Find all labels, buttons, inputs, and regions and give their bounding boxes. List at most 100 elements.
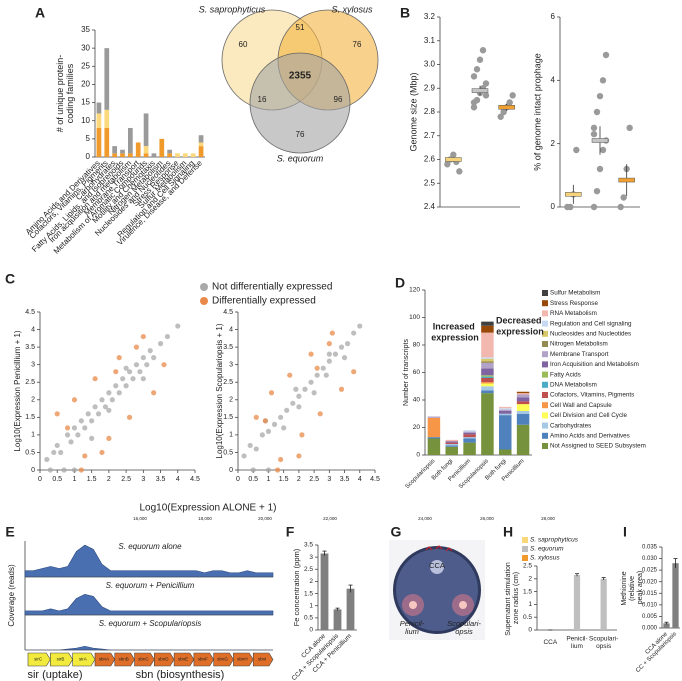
y-tick-label: 4 bbox=[229, 326, 233, 333]
y-tick-label: 0.025 bbox=[642, 568, 658, 574]
point bbox=[68, 439, 74, 445]
point bbox=[71, 425, 78, 431]
plate-label: Scopulari-opsis bbox=[447, 619, 481, 636]
point bbox=[599, 77, 607, 84]
text-line: Increased bbox=[433, 322, 478, 332]
point bbox=[147, 348, 153, 354]
x-tick-label: 4 bbox=[358, 476, 362, 483]
bar bbox=[516, 397, 530, 402]
annotation: Decreased expression bbox=[496, 316, 544, 337]
y-tick-label: 2.7 bbox=[424, 131, 436, 140]
legend-marker bbox=[522, 546, 528, 552]
bar bbox=[516, 391, 530, 394]
point bbox=[133, 362, 140, 368]
point bbox=[296, 453, 302, 459]
y-tick-label: 25 bbox=[81, 61, 90, 70]
bar bbox=[135, 142, 141, 157]
legend-label: Nucleosides and Nucleotides bbox=[550, 330, 631, 337]
legend-marker bbox=[542, 330, 548, 337]
x-tick-label: 2 bbox=[297, 476, 301, 483]
point bbox=[450, 151, 457, 158]
legend-label: S. xylosus bbox=[530, 555, 560, 562]
gene-label: sbnC bbox=[138, 657, 149, 662]
x-tick-label: CC + Scopulariopsis bbox=[635, 631, 678, 674]
x-tick-label: 3 bbox=[327, 476, 331, 483]
legend-marker bbox=[200, 283, 208, 291]
y-axis-label: Supernatant stimulation zone radius (cm) bbox=[505, 560, 520, 636]
coverage-area bbox=[24, 594, 274, 616]
legend-label: Cell Division and Cell Cycle bbox=[550, 412, 627, 419]
point bbox=[338, 386, 345, 392]
y-tick-label: 2 bbox=[309, 578, 313, 585]
text-line: zone radius (cm) bbox=[513, 572, 520, 624]
y-tick-label: 40 bbox=[413, 397, 421, 404]
bar bbox=[120, 153, 125, 157]
text-line: Methionine bbox=[621, 569, 628, 605]
bar bbox=[463, 431, 476, 433]
point bbox=[133, 344, 140, 350]
point bbox=[120, 376, 126, 382]
y-tick-label: 100 bbox=[409, 314, 420, 321]
bar bbox=[516, 413, 530, 425]
y-tick-label: 0.5 bbox=[523, 614, 532, 621]
point bbox=[44, 456, 50, 463]
legend-label: Not differentially expressed bbox=[212, 282, 332, 293]
y-tick-label: 15 bbox=[81, 98, 90, 107]
x-tick-label: 4.5 bbox=[190, 476, 200, 483]
mark bbox=[445, 547, 453, 552]
bar bbox=[481, 390, 494, 394]
bar bbox=[499, 411, 512, 414]
point bbox=[241, 453, 247, 459]
y-tick-label: 3.1 bbox=[424, 36, 436, 45]
y-tick-label: 4 bbox=[551, 75, 556, 84]
bar bbox=[481, 383, 494, 387]
point bbox=[602, 51, 610, 59]
y-axis-label: Number of transcripts bbox=[403, 339, 410, 406]
legend-marker bbox=[542, 320, 548, 327]
y-tick-label: 10 bbox=[81, 116, 90, 125]
bar bbox=[481, 376, 494, 378]
gene-arrow bbox=[193, 652, 215, 667]
bar bbox=[463, 433, 476, 435]
point bbox=[326, 358, 332, 364]
track-label: S. equorum + Penicillium bbox=[106, 581, 195, 590]
bar bbox=[481, 368, 494, 376]
bar bbox=[481, 358, 494, 362]
point bbox=[593, 108, 601, 116]
gene-label: sbnI bbox=[258, 657, 267, 662]
venn-set bbox=[249, 52, 351, 154]
point bbox=[126, 414, 133, 420]
point bbox=[78, 418, 84, 424]
bar bbox=[120, 149, 125, 154]
legend-label: Regulation and Cell signaling bbox=[550, 320, 632, 327]
bar bbox=[481, 362, 494, 369]
bar bbox=[463, 437, 476, 439]
point bbox=[113, 369, 119, 375]
bar bbox=[427, 417, 441, 438]
bar bbox=[104, 127, 110, 157]
point bbox=[64, 432, 71, 438]
legend-marker bbox=[542, 351, 548, 358]
panel-letter: E bbox=[5, 524, 14, 540]
bar bbox=[573, 574, 581, 630]
text-line: opsis bbox=[596, 642, 612, 649]
gene-arrow bbox=[173, 652, 195, 667]
x-tick-label: 3.5 bbox=[156, 476, 166, 483]
gene-arrow bbox=[27, 652, 51, 667]
text-line: lium bbox=[405, 627, 419, 636]
gene-arrow bbox=[114, 652, 135, 667]
point bbox=[567, 203, 574, 211]
bar bbox=[445, 445, 458, 447]
y-tick-label: 0.015 bbox=[642, 591, 658, 597]
y-tick-label: 0 bbox=[528, 627, 532, 634]
point bbox=[123, 383, 129, 389]
y-tick-label: 30 bbox=[81, 43, 90, 52]
point bbox=[456, 168, 463, 175]
text-line: Supernatant stimulation bbox=[505, 560, 512, 636]
gene-label: sbnF bbox=[198, 657, 208, 662]
point bbox=[54, 411, 60, 417]
y-tick-label: 0 bbox=[229, 467, 233, 474]
error-bar bbox=[335, 607, 340, 611]
y-tick-label: 1.5 bbox=[304, 590, 313, 597]
gene-arrow bbox=[252, 652, 274, 667]
